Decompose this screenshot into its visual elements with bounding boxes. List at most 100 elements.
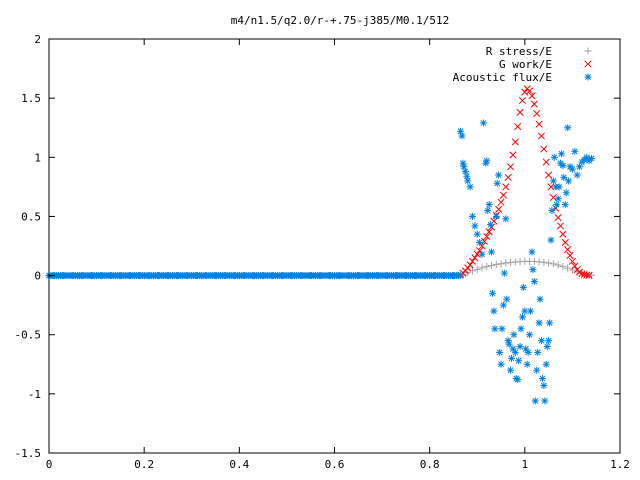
data-point bbox=[517, 325, 525, 333]
data-point bbox=[484, 207, 492, 215]
data-point bbox=[496, 348, 504, 356]
data-point bbox=[511, 138, 519, 146]
data-point bbox=[504, 173, 512, 181]
data-point bbox=[480, 237, 488, 245]
chart-title: m4/n1.5/q2.0/r-+.75-j385/M0.1/512 bbox=[231, 14, 450, 27]
data-point bbox=[533, 109, 541, 118]
data-point bbox=[587, 154, 595, 162]
data-point bbox=[492, 212, 500, 220]
data-point bbox=[518, 96, 527, 105]
data-point bbox=[555, 183, 563, 191]
data-point bbox=[492, 261, 500, 269]
data-point bbox=[564, 124, 572, 132]
data-point bbox=[542, 360, 550, 368]
data-point bbox=[564, 245, 572, 254]
data-point bbox=[524, 348, 532, 356]
data-point bbox=[561, 238, 569, 247]
data-point bbox=[538, 374, 546, 382]
data-point bbox=[540, 145, 548, 153]
y-tick-label: 1 bbox=[34, 151, 41, 164]
data-point bbox=[535, 120, 543, 128]
data-point bbox=[457, 127, 465, 135]
data-point bbox=[468, 212, 476, 220]
data-point bbox=[521, 88, 529, 96]
data-point bbox=[530, 277, 538, 285]
data-point bbox=[460, 163, 468, 171]
data-point bbox=[495, 171, 503, 179]
data-point bbox=[562, 189, 570, 197]
data-point bbox=[527, 307, 535, 315]
data-point bbox=[540, 258, 548, 266]
data-point bbox=[497, 198, 505, 206]
data-point bbox=[568, 257, 576, 265]
data-point bbox=[502, 215, 510, 223]
data-point bbox=[550, 153, 558, 161]
data-point bbox=[458, 132, 466, 140]
plot-layer bbox=[45, 85, 595, 405]
data-point bbox=[528, 248, 536, 256]
data-point bbox=[549, 193, 557, 202]
data-point bbox=[534, 348, 542, 356]
data-point bbox=[531, 397, 539, 405]
data-point bbox=[466, 261, 474, 269]
data-point bbox=[499, 301, 507, 309]
data-point bbox=[508, 354, 516, 362]
data-point bbox=[549, 177, 557, 185]
data-point bbox=[545, 259, 553, 267]
data-point bbox=[473, 230, 481, 238]
x-tick-label: 1.2 bbox=[610, 458, 630, 471]
data-point bbox=[536, 295, 544, 303]
data-point bbox=[497, 260, 505, 268]
data-point bbox=[507, 163, 515, 171]
data-point bbox=[526, 87, 534, 95]
x-tick-label: 0.8 bbox=[420, 458, 440, 471]
series-1 bbox=[457, 85, 593, 280]
plot-frame bbox=[48, 38, 621, 454]
data-point bbox=[516, 108, 524, 116]
y-tick-label: -1 bbox=[28, 388, 41, 401]
data-point bbox=[528, 92, 536, 100]
data-point bbox=[502, 183, 510, 191]
data-point bbox=[523, 360, 531, 368]
data-point bbox=[483, 263, 491, 271]
data-point bbox=[537, 132, 546, 140]
data-point bbox=[578, 270, 586, 278]
data-point bbox=[541, 397, 549, 405]
y-tick-label: -1.5 bbox=[15, 447, 42, 460]
x-tick-label: 0.6 bbox=[325, 458, 345, 471]
data-point bbox=[505, 340, 513, 348]
legend-marker bbox=[584, 73, 592, 81]
data-point bbox=[568, 165, 576, 173]
data-point bbox=[583, 271, 591, 279]
data-point bbox=[509, 151, 517, 159]
legend-label: R stress/E bbox=[486, 45, 552, 58]
axes-layer: 0 0.2 0.4 0.6 0.8 1 1.2 -1.5 -1 -0.5 0 0.5 1 1.5 2 bbox=[15, 33, 630, 471]
x-tick-label: 0.4 bbox=[229, 458, 249, 471]
data-point bbox=[497, 360, 505, 368]
legend-marker bbox=[584, 47, 592, 55]
data-point bbox=[507, 366, 515, 374]
data-point bbox=[543, 343, 551, 351]
data-point bbox=[491, 325, 499, 333]
data-point bbox=[522, 345, 530, 353]
data-point bbox=[561, 201, 569, 209]
data-point bbox=[515, 357, 523, 365]
data-point bbox=[514, 376, 522, 384]
y-tick-label: 1.5 bbox=[21, 92, 41, 105]
data-point bbox=[571, 147, 579, 155]
data-point bbox=[510, 331, 518, 339]
data-point bbox=[530, 100, 538, 108]
legend-label: G work/E bbox=[499, 58, 552, 71]
data-point bbox=[564, 264, 572, 272]
data-point bbox=[559, 230, 567, 238]
data-point bbox=[549, 260, 557, 268]
data-point bbox=[529, 266, 537, 274]
data-point bbox=[545, 171, 553, 179]
data-point bbox=[500, 269, 508, 277]
data-point bbox=[556, 222, 565, 230]
data-point bbox=[499, 191, 507, 199]
data-point bbox=[573, 171, 581, 179]
data-point bbox=[546, 319, 554, 327]
data-point bbox=[537, 337, 545, 345]
